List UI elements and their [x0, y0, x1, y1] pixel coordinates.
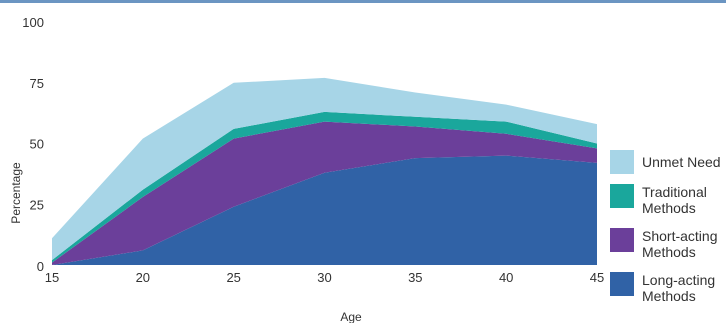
area-long-acting-methods [52, 155, 597, 265]
y-axis-ticks: 0 25 50 75 100 [22, 15, 44, 274]
x-tick-label: 35 [408, 270, 422, 285]
x-tick-label: 45 [590, 270, 604, 285]
top-rule [0, 0, 726, 3]
y-tick-label: 50 [30, 137, 44, 152]
area-short-acting-methods [52, 121, 597, 265]
legend-swatch [610, 150, 634, 174]
x-tick-label: 20 [136, 270, 150, 285]
legend-swatch [610, 184, 634, 208]
legend-label: Long-acting Methods [642, 272, 716, 304]
x-axis-ticks: 15 20 25 30 35 40 45 [45, 270, 604, 285]
x-tick-label: 40 [499, 270, 513, 285]
y-axis-label: Percentage [9, 162, 23, 224]
legend-swatch [610, 272, 634, 296]
x-tick-label: 25 [226, 270, 240, 285]
legend-swatch [610, 228, 634, 252]
y-tick-label: 100 [22, 15, 44, 30]
y-tick-label: 25 [30, 197, 44, 212]
legend-label: Unmet Need [642, 154, 721, 170]
x-axis-label: Age [340, 310, 362, 323]
area-layers [52, 77, 597, 265]
legend-label: Short-acting Methods [642, 228, 718, 260]
area-unmet-need [52, 77, 597, 261]
x-tick-label: 30 [317, 270, 331, 285]
legend-label: Traditional Methods [642, 184, 707, 216]
y-tick-label: 75 [30, 76, 44, 91]
y-tick-label: 0 [37, 259, 44, 274]
x-tick-label: 15 [45, 270, 59, 285]
